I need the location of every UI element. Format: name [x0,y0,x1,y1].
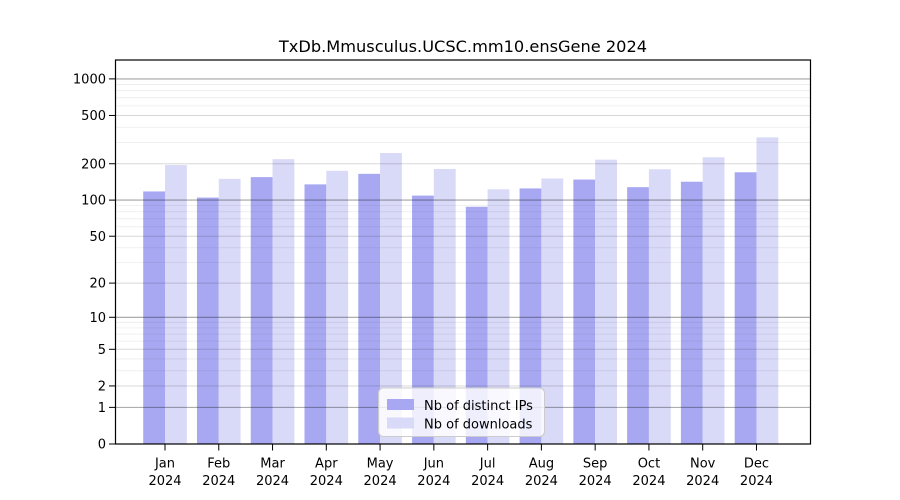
x-tick-label-month-mar: Mar [260,457,285,472]
x-tick-label-year-sep: 2024 [579,474,612,489]
bar-distinct-ips-oct [627,187,649,445]
y-tick-label-100: 100 [81,194,106,209]
bars-layer [143,137,779,445]
x-tick-label-month-may: May [367,457,394,472]
y-tick-label-500: 500 [81,109,106,124]
grid-layer [115,78,811,408]
bar-distinct-ips-mar [250,177,273,444]
bar-distinct-ips-aug [519,188,542,444]
y-tick-label-50: 50 [89,230,106,245]
bar-distinct-ips-feb [196,197,219,444]
x-tick-label-year-apr: 2024 [310,474,343,489]
x-tick-label-year-jan: 2024 [148,474,181,489]
bar-downloads-aug [541,178,564,444]
x-tick-label-month-dec: Dec [744,457,769,472]
bar-distinct-ips-jun [412,195,434,444]
legend-label-distinct-ips: Nb of distinct IPs [424,399,533,414]
x-tick-label-year-may: 2024 [364,474,397,489]
bar-distinct-ips-nov [680,181,703,444]
x-tick-label-year-oct: 2024 [632,474,665,489]
y-tick-label-200: 200 [81,157,106,172]
y-tick-label-2: 2 [98,380,106,395]
bar-downloads-sep [595,159,617,444]
bar-distinct-ips-sep [573,179,596,445]
bar-downloads-oct [648,169,671,444]
bar-downloads-jul [487,189,510,444]
bar-downloads-may [380,153,402,445]
plot-frame [114,59,812,445]
x-tick-label-month-aug: Aug [529,457,554,472]
legend: Nb of distinct IPs Nb of downloads [378,387,545,437]
legend-label-downloads: Nb of downloads [424,418,533,433]
y-tick-label-0: 0 [98,438,106,453]
x-tick-label-month-feb: Feb [207,457,230,472]
y-tick-label-1: 1 [98,401,106,416]
x-tick-label-year-jun: 2024 [417,474,450,489]
x-tick-label-month-oct: Oct [638,457,660,472]
x-tick-label-month-nov: Nov [690,457,716,472]
x-tick-label-year-mar: 2024 [256,474,289,489]
bar-downloads-mar [272,159,295,444]
axes-layer: 0 1 2 5 10 20 50 100 200 500 1000 Jan 2024 Feb 2024 Mar… [73,59,812,489]
x-tick-label-month-jun: Jun [423,457,444,472]
legend-swatch-downloads [387,417,414,429]
bar-downloads-jan [165,165,187,444]
legend-swatch-distinct-ips [387,399,414,410]
bar-downloads-feb [218,178,241,444]
chart-title: TxDb.Mmusculus.UCSC.mm10.ensGene 2024 [278,37,647,56]
y-tick-label-20: 20 [89,277,106,292]
bar-downloads-nov [702,157,725,445]
x-tick-label-month-jan: Jan [154,457,175,472]
x-tick-label-year-jul: 2024 [471,474,504,489]
x-tick-label-month-sep: Sep [583,457,608,472]
y-tick-label-5: 5 [98,343,106,358]
x-tick-label-month-apr: Apr [315,457,338,472]
legend-box [378,387,545,437]
bar-distinct-ips-dec [734,172,757,444]
y-tick-label-10: 10 [89,311,106,326]
x-tick-label-year-dec: 2024 [740,474,773,489]
y-tick-label-1000: 1000 [73,72,106,87]
x-tick-label-year-feb: 2024 [202,474,235,489]
x-tick-label-month-jul: Jul [479,457,496,472]
bar-downloads-jun [433,168,456,445]
bar-distinct-ips-jul [465,206,488,444]
bar-downloads-apr [326,170,349,444]
bar-distinct-ips-may [358,173,381,444]
x-tick-label-year-aug: 2024 [525,474,558,489]
bar-distinct-ips-apr [304,184,327,444]
bar-downloads-dec [756,137,779,444]
x-tick-label-year-nov: 2024 [686,474,719,489]
